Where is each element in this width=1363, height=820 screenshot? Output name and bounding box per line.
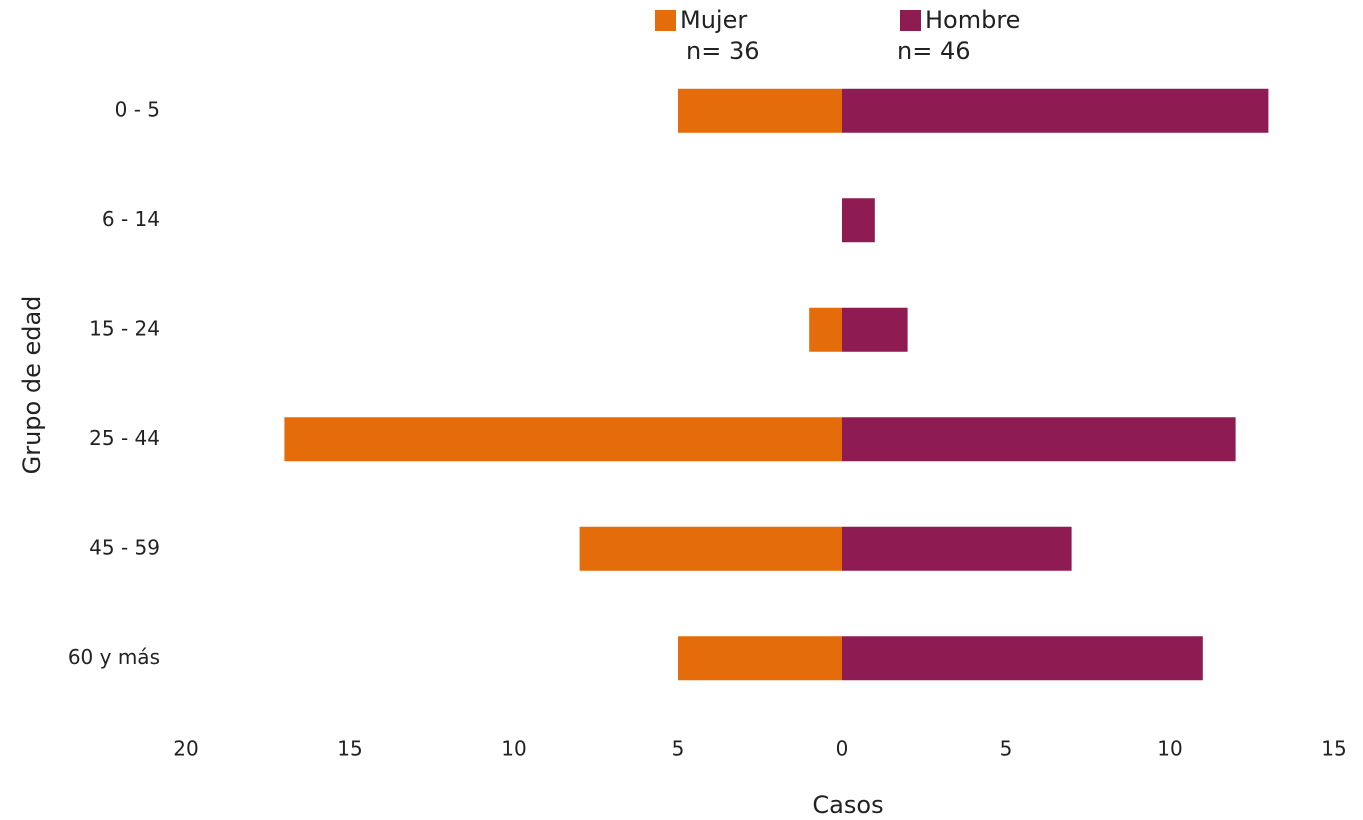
y-tick-label: 0 - 5 bbox=[115, 97, 160, 121]
bar bbox=[842, 526, 1072, 571]
legend-swatch bbox=[655, 10, 676, 31]
x-tick-label: 15 bbox=[337, 737, 362, 761]
bar bbox=[842, 307, 908, 352]
y-tick-label: 60 y más bbox=[68, 645, 160, 669]
bar bbox=[842, 88, 1269, 133]
y-tick-label: 6 - 14 bbox=[102, 207, 160, 231]
legend-swatch bbox=[900, 10, 921, 31]
bar bbox=[809, 307, 842, 352]
y-tick-label: 15 - 24 bbox=[89, 316, 160, 340]
bar bbox=[842, 417, 1236, 462]
x-tick-label: 15 bbox=[1321, 737, 1346, 761]
legend-note: n= 46 bbox=[897, 37, 971, 65]
bar bbox=[579, 526, 842, 571]
x-tick-label: 20 bbox=[173, 737, 198, 761]
y-tick-label: 25 - 44 bbox=[89, 426, 160, 450]
x-tick-label: 5 bbox=[1000, 737, 1013, 761]
x-tick-label: 0 bbox=[836, 737, 849, 761]
bar bbox=[842, 198, 875, 243]
legend-note: n= 36 bbox=[686, 37, 760, 65]
legend-label: Hombre bbox=[925, 6, 1020, 34]
x-tick-label: 5 bbox=[672, 737, 685, 761]
legend-label: Mujer bbox=[680, 6, 747, 34]
y-tick-label: 45 - 59 bbox=[89, 535, 160, 559]
x-axis-title: Casos bbox=[812, 791, 883, 819]
x-tick-label: 10 bbox=[1157, 737, 1182, 761]
bar bbox=[842, 636, 1203, 681]
bar bbox=[678, 88, 842, 133]
bar bbox=[284, 417, 842, 462]
y-axis-title: Grupo de edad bbox=[18, 296, 46, 475]
x-tick-label: 10 bbox=[501, 737, 526, 761]
bar bbox=[678, 636, 842, 681]
